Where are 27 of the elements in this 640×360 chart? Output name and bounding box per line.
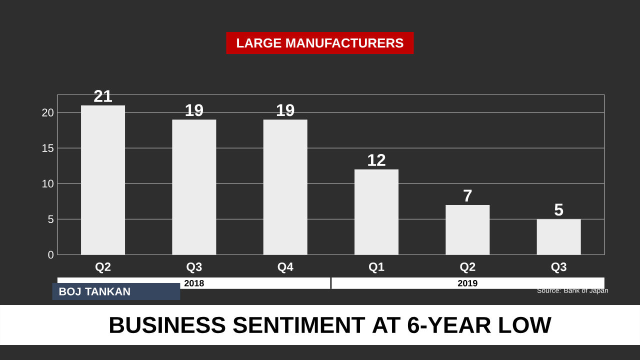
bar: [263, 120, 308, 255]
x-tick-label: Q1: [369, 262, 384, 274]
text: 2018: [184, 280, 204, 286]
y-tick-label: 5: [48, 215, 54, 224]
chart-title: LARGE MANUFACTURERS: [237, 38, 404, 48]
data-label: 19: [186, 104, 204, 116]
y-tick-label: 10: [42, 180, 54, 188]
bar: [446, 204, 490, 255]
bar: [81, 105, 126, 255]
data-label: 19: [276, 104, 294, 116]
bar: [172, 120, 216, 255]
text: BOJ TANKAN: [59, 288, 130, 296]
bar: [354, 169, 399, 255]
x-tick-label: Q4: [278, 262, 294, 274]
y-tick-label: 0: [48, 250, 54, 259]
text: 2019: [458, 280, 478, 286]
x-tick-label: Q2: [96, 262, 111, 274]
x-tick-label: Q3: [551, 262, 566, 274]
data-label: 7: [464, 190, 472, 202]
bar: [536, 219, 581, 255]
y-tick-label: 20: [42, 108, 54, 116]
y-tick-label: 15: [42, 144, 54, 152]
data-label: 5: [554, 204, 564, 216]
x-tick-label: Q3: [186, 262, 202, 274]
data-label: 12: [368, 154, 386, 166]
text: BUSINESS SENTIMENT AT 6-YEAR LOW: [110, 316, 552, 334]
x-tick-label: Q2: [460, 262, 476, 274]
